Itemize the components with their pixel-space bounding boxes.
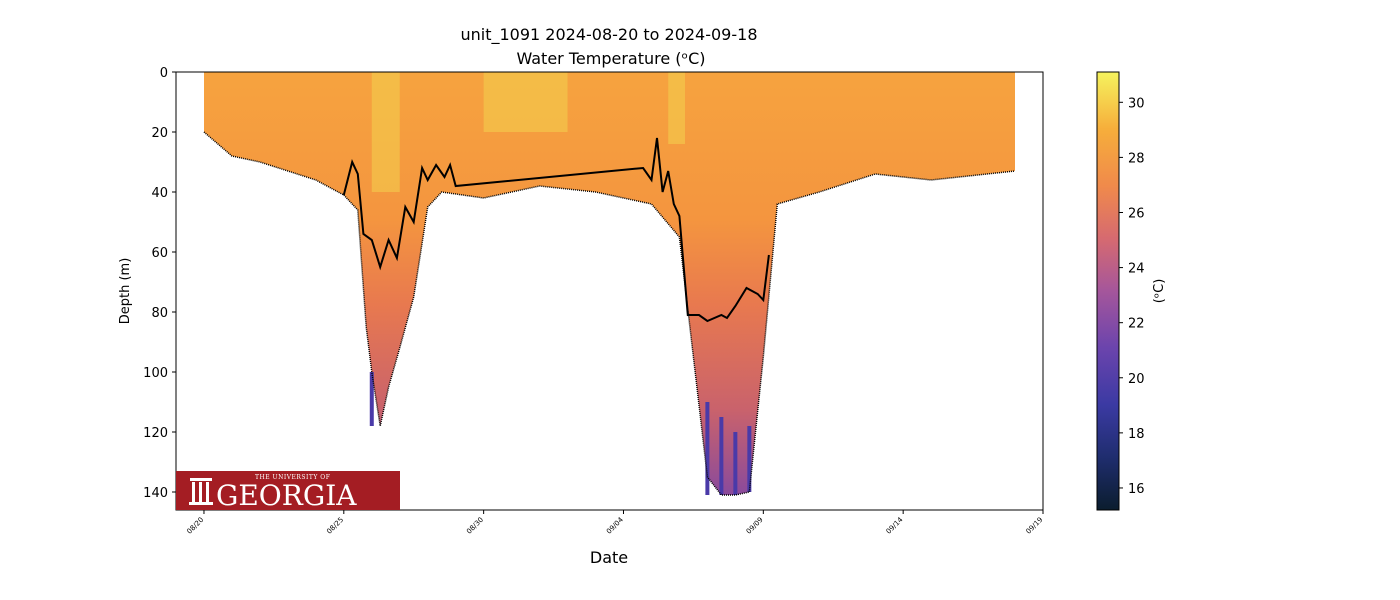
colorbar: [1096, 71, 1120, 511]
warm-surface-band: [483, 72, 568, 132]
y-tick-label: 80: [151, 306, 168, 321]
x-tick-label: 09/19: [1024, 516, 1044, 536]
colorbar-tick-label: 24: [1128, 262, 1145, 277]
uga-logo: THE UNIVERSITY OF GEORGIA: [176, 471, 400, 512]
colorbar-tick-label: 28: [1128, 151, 1145, 166]
colorbar-tick-label: 30: [1128, 96, 1145, 111]
x-axis: 08/20 08/25 08/30 09/04 09/09 09/14 09/19: [185, 510, 1044, 536]
heatmap-field: [204, 72, 1015, 495]
y-tick-label: 0: [160, 66, 168, 81]
warm-surface-band: [371, 72, 400, 192]
y-tick-label: 60: [151, 246, 168, 261]
x-tick-label: 09/09: [745, 516, 765, 536]
colorbar-label: (ᵒC): [1152, 279, 1167, 304]
warm-surface-band: [668, 72, 686, 144]
colorbar-tick-label: 20: [1128, 372, 1145, 387]
cold-profile-streak: [705, 402, 710, 495]
y-tick-label: 20: [151, 126, 168, 141]
cold-profile-streak: [719, 417, 724, 495]
y-axis-label: Depth (m): [118, 258, 133, 325]
colorbar-tick-label: 16: [1128, 482, 1145, 497]
mixed-layer-depth-line: [342, 137, 770, 323]
x-tick-label: 08/30: [465, 516, 485, 536]
y-tick-label: 40: [151, 186, 168, 201]
x-tick-label: 09/04: [605, 515, 625, 535]
colorbar-tick-label: 18: [1128, 427, 1145, 442]
profile-bottom-edge: [203, 131, 1016, 496]
cold-profile-streak: [747, 426, 752, 492]
y-tick-label: 100: [143, 366, 168, 381]
arch-icon: [189, 478, 213, 505]
colorbar-tick-label: 26: [1128, 206, 1145, 221]
x-axis-label: Date: [590, 548, 628, 567]
y-axis: 0 20 40 60 80 100 120 140: [143, 66, 176, 501]
cold-profile-streak: [369, 372, 374, 426]
x-tick-label: 08/25: [325, 516, 345, 536]
chart-subtitle: Water Temperature (ᵒC): [516, 49, 705, 68]
y-tick-label: 140: [143, 486, 168, 501]
logo-big-text: GEORGIA: [216, 479, 357, 512]
logo-background: [176, 471, 400, 510]
plot-area: [203, 72, 1016, 496]
chart-title: unit_1091 2024-08-20 to 2024-09-18: [460, 25, 757, 45]
x-tick-label: 08/20: [185, 516, 205, 536]
cold-profile-streak: [733, 432, 738, 495]
y-tick-label: 120: [143, 426, 168, 441]
x-tick-label: 09/14: [885, 515, 905, 535]
colorbar-axis: 16 18 20 22 24 26 28 30: [1119, 96, 1145, 497]
colorbar-tick-label: 22: [1128, 317, 1145, 332]
temperature-heatmap: [203, 72, 1016, 496]
plot-frame: [175, 71, 1044, 511]
logo-small-text: THE UNIVERSITY OF: [255, 474, 330, 481]
